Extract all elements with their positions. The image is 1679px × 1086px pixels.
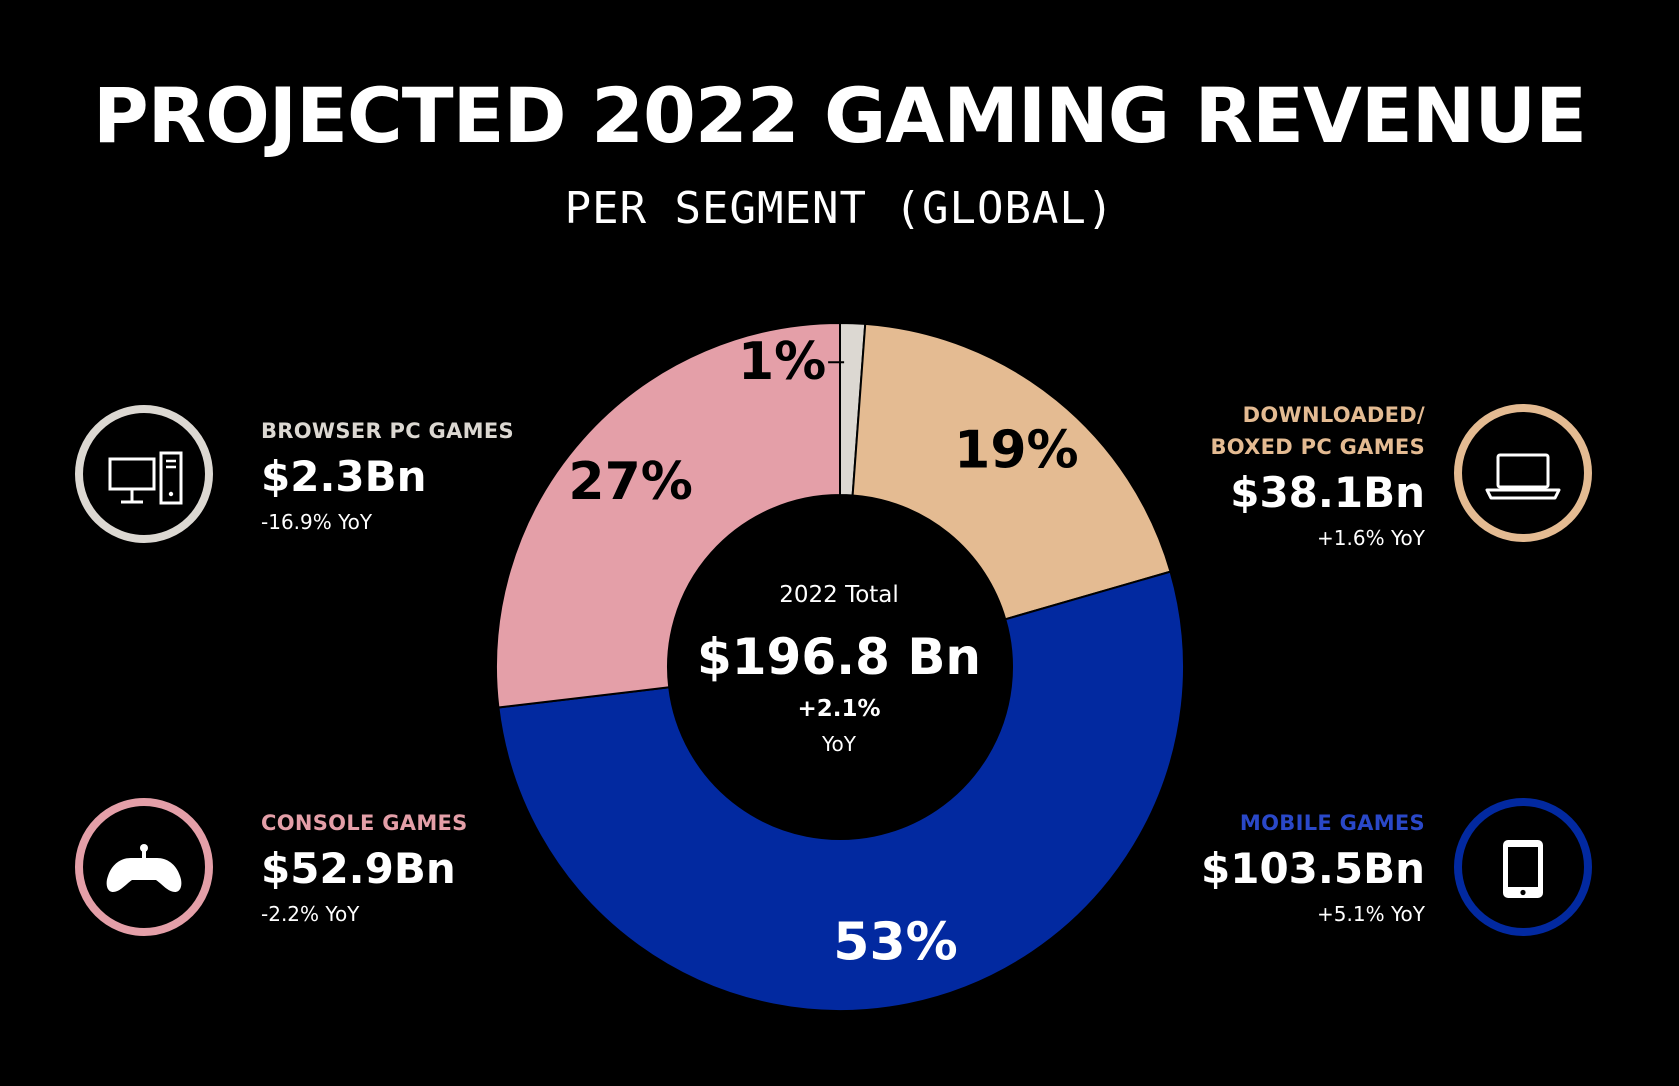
smartphone-icon [1503, 840, 1543, 898]
mobile-segment-value: $103.5Bn [1201, 844, 1425, 893]
downloaded-segment-info: DOWNLOADED/ BOXED PC GAMES $38.1Bn +1.6%… [1210, 399, 1425, 553]
browser-icon-circle [75, 405, 213, 543]
downloaded-percent-label: 19% [954, 421, 1078, 481]
console-segment-name: CONSOLE GAMES [261, 811, 468, 835]
console-slice [495, 321, 841, 709]
console-segment-change: -2.2% YoY [261, 902, 360, 926]
downloaded-slice [851, 322, 1172, 621]
mobile-segment-info: MOBILE GAMES $103.5Bn +5.1% YoY [1201, 807, 1425, 929]
browser-percent-label: 1% [738, 332, 826, 392]
console-segment-info: CONSOLE GAMES $52.9Bn -2.2% YoY [261, 807, 468, 929]
console-percent-label: 27% [568, 452, 692, 512]
browser-segment-change: -16.9% YoY [261, 510, 373, 534]
browser-segment-value: $2.3Bn [261, 452, 427, 501]
mobile-slice [497, 570, 1185, 1012]
gamepad-icon [106, 844, 182, 892]
downloaded-segment-name-line2: BOXED PC GAMES [1210, 435, 1425, 459]
laptop-icon [1485, 453, 1561, 500]
downloaded-segment-change: +1.6% YoY [1317, 526, 1425, 550]
mobile-segment-change: +5.1% YoY [1317, 902, 1425, 926]
console-icon-circle [75, 798, 213, 936]
console-segment-value: $52.9Bn [261, 844, 456, 893]
mobile-icon-circle [1454, 798, 1592, 936]
chart-subtitle: PER SEGMENT (GLOBAL) [564, 183, 1115, 234]
mobile-percent-label: 53% [833, 912, 957, 972]
downloaded-icon-circle [1454, 404, 1592, 542]
total-label: 2022 Total [779, 582, 899, 608]
mobile-segment-name: MOBILE GAMES [1239, 811, 1425, 835]
downloaded-segment-value: $38.1Bn [1230, 468, 1425, 517]
browser-segment-name: BROWSER PC GAMES [261, 419, 514, 443]
downloaded-segment-name-line1: DOWNLOADED/ [1242, 403, 1425, 427]
total-change-unit: YoY [821, 732, 856, 756]
desktop-computer-icon [108, 451, 183, 505]
chart-title: PROJECTED 2022 GAMING REVENUE [92, 71, 1587, 160]
total-change: +2.1% [797, 696, 881, 722]
browser-segment-info: BROWSER PC GAMES $2.3Bn -16.9% YoY [261, 415, 514, 537]
total-value: $196.8 Bn [696, 628, 982, 686]
